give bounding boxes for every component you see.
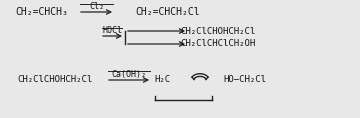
- Text: CH₂ClCHOHCH₂Cl: CH₂ClCHOHCH₂Cl: [17, 76, 93, 84]
- Text: CH₂ClCHOHCH₂Cl: CH₂ClCHOHCH₂Cl: [180, 27, 256, 36]
- Text: H₂C: H₂C: [154, 76, 170, 84]
- Text: HO—CH₂Cl: HO—CH₂Cl: [224, 76, 266, 84]
- Text: CH₂=CHCH₂Cl: CH₂=CHCH₂Cl: [136, 7, 200, 17]
- Text: CH₂=CHCH₃: CH₂=CHCH₃: [15, 7, 68, 17]
- Text: CH₂ClCHClCH₂OH: CH₂ClCHClCH₂OH: [180, 40, 256, 48]
- Text: Ca(OH)₂: Ca(OH)₂: [112, 70, 147, 78]
- Text: HOCl: HOCl: [103, 26, 122, 35]
- Text: Cl₂: Cl₂: [89, 2, 104, 11]
